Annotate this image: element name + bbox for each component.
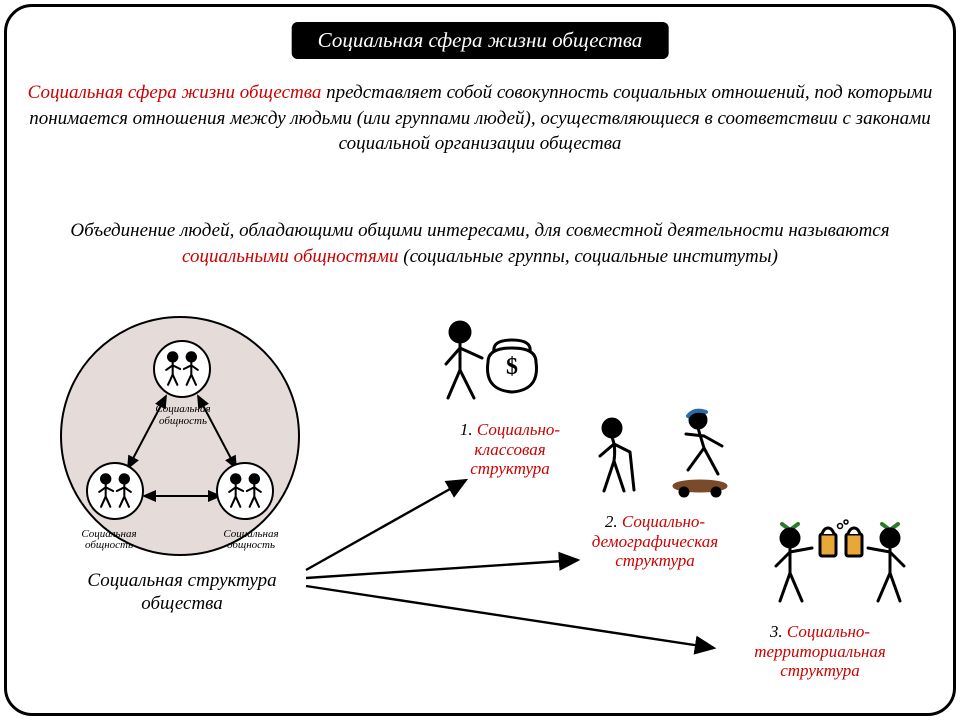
territorial-icon (760, 520, 930, 620)
structure-item-3: 3. Социально- территориальная структура (720, 622, 920, 681)
svg-text:$: $ (506, 354, 518, 380)
item-line3: структура (470, 459, 550, 478)
item-line2: демографическая (592, 532, 718, 551)
item-num: 2. (605, 512, 618, 531)
item-num: 1. (460, 420, 473, 439)
item-num: 3. (770, 622, 783, 641)
item-line3: структура (780, 661, 860, 680)
item-line1: Социально- (787, 622, 870, 641)
demographic-icon (580, 408, 740, 508)
money-class-icon: $ (430, 314, 580, 414)
item-line2: территориальная (754, 642, 886, 661)
item-line2: классовая (474, 440, 545, 459)
structure-item-1: 1. Социально- классовая структура (430, 420, 590, 479)
item-line1: Социально- (477, 420, 560, 439)
item-line1: Социально- (622, 512, 705, 531)
structure-item-2: 2. Социально- демографическая структура (560, 512, 750, 571)
item-line3: структура (615, 551, 695, 570)
